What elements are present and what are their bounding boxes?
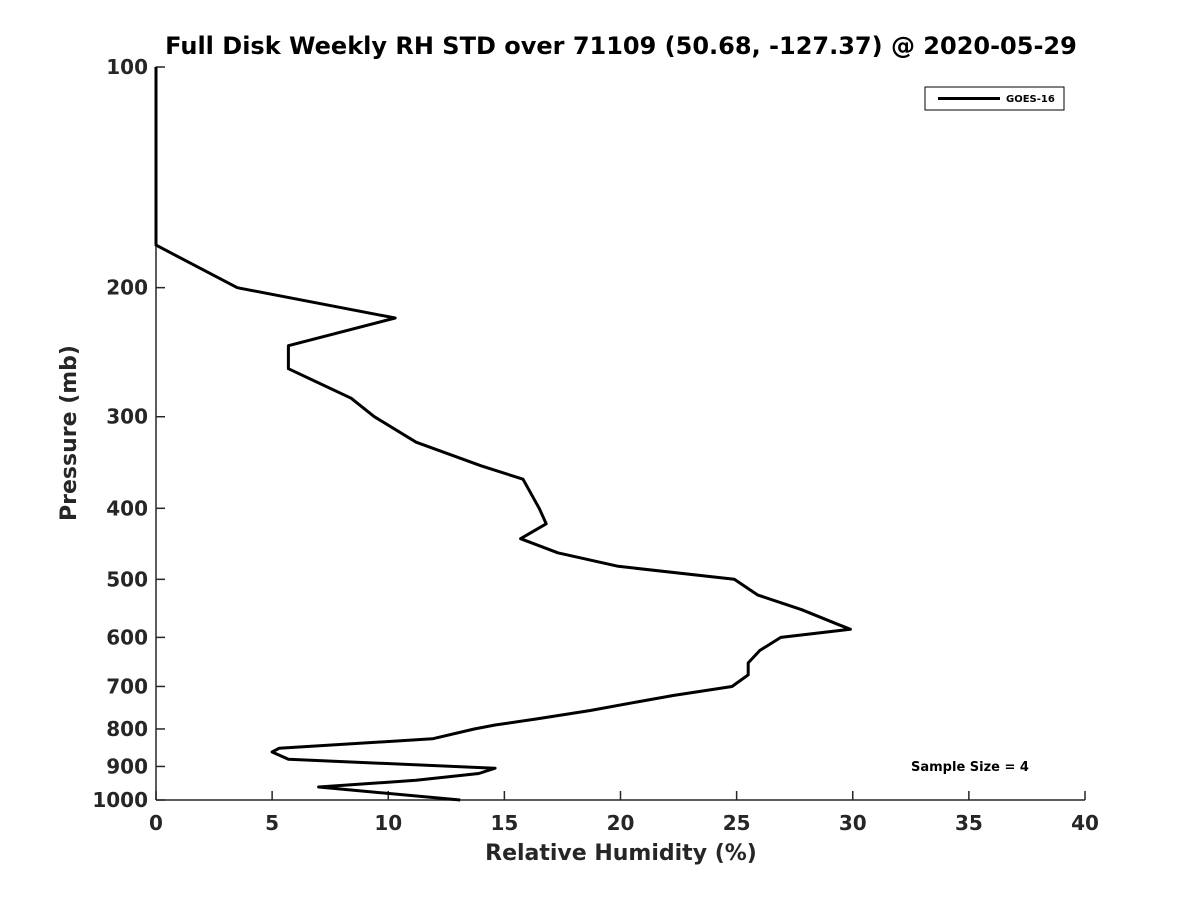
x-tick-label: 40	[1071, 811, 1099, 835]
data-point	[673, 694, 675, 696]
data-point	[522, 478, 524, 480]
y-tick-label: 600	[106, 625, 148, 649]
data-point	[155, 66, 157, 68]
data-point	[538, 507, 540, 509]
x-tick-label: 25	[723, 811, 751, 835]
y-tick-label: 300	[106, 405, 148, 429]
data-point	[731, 686, 733, 687]
x-tick-label: 35	[955, 811, 983, 835]
data-point	[278, 747, 280, 749]
y-tick-label: 1000	[92, 788, 148, 812]
legend: GOES-16	[924, 86, 1065, 111]
x-tick-label: 30	[839, 811, 867, 835]
data-point	[155, 137, 157, 139]
x-tick-label: 15	[490, 811, 518, 835]
y-tick-label: 200	[106, 276, 148, 300]
data-point	[271, 751, 273, 753]
x-tick-label: 10	[374, 811, 402, 835]
x-tick-label: 20	[607, 811, 635, 835]
data-point	[494, 767, 496, 769]
data-point	[849, 628, 851, 630]
data-point	[747, 674, 749, 676]
y-tick-label: 100	[106, 55, 148, 79]
data-point	[394, 317, 396, 319]
data-point	[350, 397, 352, 399]
data-point	[520, 538, 522, 540]
data-point	[415, 779, 417, 781]
x-tick-label: 5	[265, 811, 279, 835]
data-point	[373, 416, 375, 418]
data-point	[780, 636, 782, 638]
data-point	[557, 552, 559, 554]
data-point	[836, 623, 837, 625]
data-point	[494, 724, 496, 726]
y-tick-label: 700	[106, 674, 148, 698]
sample-size-annotation: Sample Size = 4	[911, 760, 1029, 775]
data-point	[636, 701, 638, 703]
data-point	[733, 578, 735, 580]
data-point	[759, 649, 761, 651]
data-point	[536, 718, 538, 720]
data-point	[459, 799, 461, 801]
data-point	[478, 773, 480, 774]
data-point	[617, 565, 619, 567]
data-point	[287, 758, 289, 760]
series-layer	[154, 66, 852, 802]
data-point	[236, 287, 238, 289]
y-tick-label: 800	[106, 717, 148, 741]
y-tick-label: 400	[106, 496, 148, 520]
chart-title: Full Disk Weekly RH STD over 71109 (50.6…	[165, 32, 1077, 60]
data-point	[155, 244, 157, 246]
x-axis-title: Relative Humidity (%)	[485, 841, 757, 866]
data-point	[473, 728, 475, 730]
data-point	[431, 738, 433, 740]
x-tick-label: 0	[149, 811, 163, 835]
data-point	[801, 609, 803, 611]
data-point	[545, 523, 547, 525]
y-tick-label: 900	[106, 754, 148, 778]
data-point	[155, 195, 157, 197]
data-point	[589, 710, 591, 711]
y-axis-title: Pressure (mb)	[57, 345, 82, 521]
data-point	[747, 662, 749, 664]
data-point	[480, 465, 482, 467]
ticks: 0 5 10 15 20 25 30 35 40 100 200 300 400 500 600 700 800…	[92, 55, 1099, 835]
data-point	[757, 594, 758, 596]
data-point	[318, 786, 320, 788]
legend-label-goes-16: GOES-16	[1006, 94, 1055, 105]
data-point	[415, 441, 417, 443]
data-point	[287, 368, 289, 370]
data-point	[287, 345, 289, 347]
y-tick-label: 500	[106, 567, 148, 591]
